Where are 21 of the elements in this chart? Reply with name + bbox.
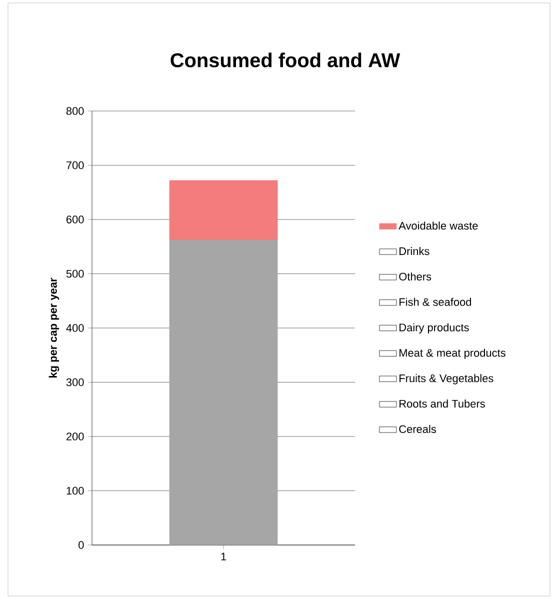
legend-label: Roots and Tubers <box>400 400 485 408</box>
chart-title: Consumed food and AW <box>170 52 400 68</box>
legend-label: Avoidable waste <box>398 222 478 230</box>
x-tick-label: 1 <box>221 552 226 560</box>
y-tick-label: 100 <box>66 486 84 495</box>
y-tick-label: 200 <box>66 432 84 440</box>
legend-label: Cereals <box>399 424 436 434</box>
y-tick-label: 600 <box>66 216 84 224</box>
y-tick-label: 300 <box>66 378 84 386</box>
legend-label: Fish & seafood <box>400 298 472 306</box>
legend-label: Others <box>399 272 432 280</box>
y-tick-label: 500 <box>66 270 84 278</box>
legend-label: Meat & meat products <box>400 348 506 359</box>
y-axis-title: kg per cap per year <box>48 278 60 378</box>
y-tick-label: 400 <box>66 324 84 332</box>
y-tick-label: 700 <box>66 161 84 170</box>
legend-label: Fruits & Vegetables <box>400 374 494 384</box>
legend-label: Drinks <box>400 247 430 256</box>
legend-label: Dairy products <box>400 323 469 334</box>
y-tick-label: 0 <box>78 541 84 549</box>
y-tick-label: 800 <box>66 107 84 115</box>
